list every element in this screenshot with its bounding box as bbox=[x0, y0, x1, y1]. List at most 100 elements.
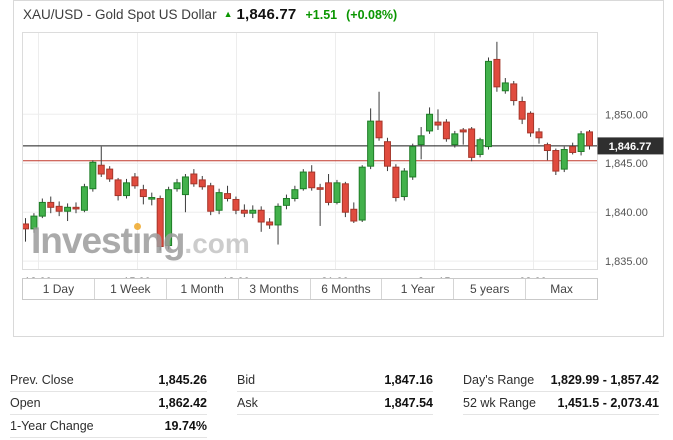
candle bbox=[409, 143, 417, 180]
candle bbox=[198, 175, 206, 190]
stat-column: Prev. Close 1,845.26 Open 1,862.42 1-Year Ch… bbox=[10, 369, 207, 438]
candle bbox=[190, 169, 198, 187]
stat-label: Day's Range bbox=[463, 373, 535, 387]
plot-border bbox=[22, 32, 598, 270]
stat-column: Day's Range 1,829.99 - 1,857.42 52 wk Rang… bbox=[463, 369, 659, 438]
candle bbox=[55, 201, 63, 217]
candle bbox=[434, 109, 442, 130]
candle bbox=[569, 142, 577, 155]
stat-label: Ask bbox=[237, 396, 258, 410]
candle bbox=[266, 218, 274, 229]
stat-label: Open bbox=[10, 396, 41, 410]
price-up-arrow-icon: ▲ bbox=[223, 9, 233, 19]
candle bbox=[308, 165, 316, 191]
stat-value: 1,847.54 bbox=[384, 396, 433, 410]
candle bbox=[89, 160, 97, 192]
candle bbox=[560, 146, 568, 173]
stat-row: 1-Year Change 19.74% bbox=[10, 415, 207, 438]
candle bbox=[131, 173, 139, 189]
candle bbox=[106, 166, 114, 182]
candle bbox=[139, 184, 147, 205]
y-axis-label: 1,835.00 bbox=[605, 256, 648, 268]
stat-row: Ask 1,847.54 bbox=[237, 392, 433, 415]
stat-value: 1,451.5 - 2,073.41 bbox=[557, 396, 659, 410]
candle bbox=[299, 169, 307, 191]
candle bbox=[38, 198, 46, 219]
candle bbox=[80, 183, 88, 213]
candle bbox=[173, 178, 181, 192]
instrument-title: XAU/USD - Gold Spot US Dollar bbox=[23, 7, 217, 22]
candle bbox=[552, 148, 560, 175]
range-button-3-months[interactable]: 3 Months bbox=[237, 279, 310, 299]
stat-value: 19.74% bbox=[164, 419, 207, 433]
candle bbox=[291, 185, 299, 202]
range-button-6-months[interactable]: 6 Months bbox=[309, 279, 382, 299]
range-button-1-month[interactable]: 1 Month bbox=[165, 279, 238, 299]
svg-text:1,846.77: 1,846.77 bbox=[609, 141, 652, 153]
chart-canvas[interactable]: 1,850.00 1,845.00 1,840.00 1,835.00 1,846.77… bbox=[22, 32, 666, 290]
candle bbox=[22, 218, 29, 242]
candle bbox=[392, 164, 400, 202]
candle bbox=[476, 137, 484, 158]
range-button-5-years[interactable]: 5 years bbox=[453, 279, 525, 299]
candle bbox=[501, 78, 509, 94]
current-price-badge: 1,846.77 bbox=[597, 137, 664, 155]
candle bbox=[148, 192, 156, 206]
range-button-1-week[interactable]: 1 Week bbox=[93, 279, 166, 299]
candle bbox=[383, 137, 391, 172]
candle bbox=[358, 165, 366, 223]
stat-row: 52 wk Range 1,451.5 - 2,073.41 bbox=[463, 392, 659, 415]
candle bbox=[426, 107, 434, 134]
price-change-percent: (+0.08%) bbox=[346, 8, 398, 22]
last-price: 1,846.77 bbox=[236, 6, 297, 23]
candle bbox=[468, 127, 476, 162]
candle bbox=[47, 196, 55, 214]
candle bbox=[64, 203, 72, 222]
candle bbox=[282, 194, 290, 210]
candle bbox=[232, 196, 240, 215]
candle bbox=[207, 182, 215, 216]
candle bbox=[181, 174, 189, 213]
candle bbox=[518, 96, 526, 125]
candle bbox=[240, 204, 248, 218]
candle bbox=[510, 80, 518, 106]
candle bbox=[72, 202, 80, 214]
candle bbox=[367, 108, 375, 170]
range-button-1-year[interactable]: 1 Year bbox=[381, 279, 453, 299]
range-button-1-day[interactable]: 1 Day bbox=[42, 282, 75, 296]
stat-value: 1,829.99 - 1,857.42 bbox=[550, 373, 659, 387]
stat-value: 1,862.42 bbox=[158, 396, 207, 410]
candle bbox=[341, 181, 349, 218]
quote-stats-table: Prev. Close 1,845.26 Open 1,862.42 1-Year Ch… bbox=[10, 369, 660, 438]
candle bbox=[451, 130, 459, 148]
candle bbox=[484, 57, 492, 150]
candle bbox=[417, 127, 425, 160]
candle bbox=[224, 185, 232, 202]
range-button-max[interactable]: Max bbox=[525, 279, 597, 299]
candlestick-chart[interactable]: 1,850.00 1,845.00 1,840.00 1,835.00 1,846.77… bbox=[22, 32, 666, 290]
stat-label: 52 wk Range bbox=[463, 396, 536, 410]
candle bbox=[249, 205, 257, 219]
candle bbox=[30, 213, 38, 233]
stat-label: Prev. Close bbox=[10, 373, 74, 387]
candle bbox=[123, 178, 131, 199]
candle bbox=[350, 202, 358, 223]
stat-row: Day's Range 1,829.99 - 1,857.42 bbox=[463, 369, 659, 392]
price-change: +1.51 bbox=[305, 8, 338, 22]
candle bbox=[333, 179, 341, 205]
candle bbox=[586, 129, 593, 150]
candle bbox=[97, 146, 105, 177]
candle bbox=[257, 206, 265, 232]
candle bbox=[527, 111, 535, 137]
candle bbox=[459, 127, 467, 145]
candle bbox=[375, 91, 383, 141]
quote-chart-widget: XAU/USD - Gold Spot US Dollar ▲ 1,846.77… bbox=[13, 0, 664, 337]
time-range-bar: 1 Day 1 Week 1 Month 3 Months 6 Months 1 Year… bbox=[22, 278, 598, 300]
candle bbox=[400, 168, 408, 201]
candle bbox=[543, 142, 551, 161]
candle bbox=[156, 195, 164, 251]
stat-value: 1,847.16 bbox=[384, 373, 433, 387]
y-axis-label: 1,840.00 bbox=[605, 207, 648, 219]
candle bbox=[325, 174, 333, 206]
candle bbox=[165, 186, 173, 250]
